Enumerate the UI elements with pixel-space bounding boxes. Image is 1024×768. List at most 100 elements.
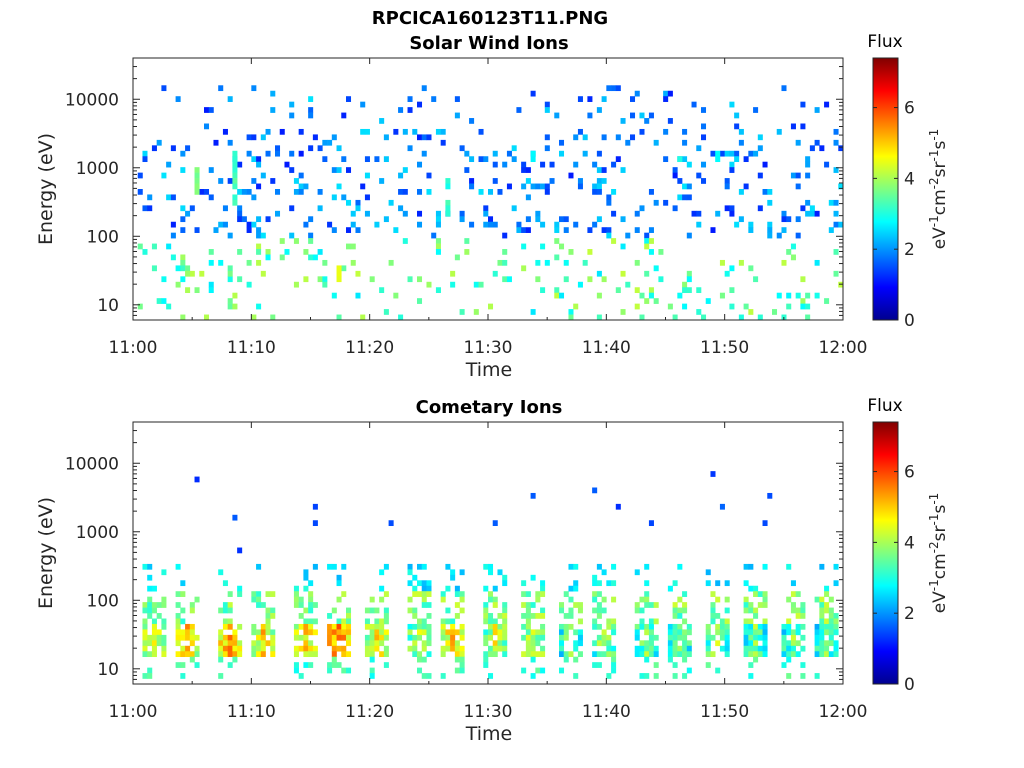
heatmap-cell <box>653 651 659 658</box>
heatmap-cell <box>180 645 186 652</box>
heatmap-cell <box>658 249 664 255</box>
heatmap-cell <box>696 309 702 315</box>
heatmap-cell <box>776 128 782 135</box>
heatmap-cell <box>592 161 598 168</box>
heatmap-cell <box>454 112 460 119</box>
heatmap-cell <box>762 602 768 608</box>
heatmap-cell <box>237 640 243 647</box>
heatmap-cell <box>369 276 375 283</box>
heatmap-cell <box>753 107 759 113</box>
heatmap-cell <box>530 645 536 652</box>
heatmap-cell <box>719 634 725 641</box>
heatmap-cell <box>573 640 579 647</box>
heatmap-cell <box>710 613 716 619</box>
heatmap-cell <box>544 101 550 108</box>
heatmap-cell <box>469 156 475 163</box>
heatmap-cell <box>189 629 195 636</box>
heatmap-cell <box>417 189 423 195</box>
heatmap-cell <box>521 580 527 587</box>
heatmap-cell <box>753 645 759 652</box>
heatmap-cell <box>194 167 200 173</box>
heatmap-cell <box>237 623 243 630</box>
heatmap-cell <box>573 134 579 141</box>
heatmap-cell <box>251 314 257 321</box>
heatmap-cell <box>421 618 427 625</box>
heatmap-cell <box>270 607 276 614</box>
heatmap-cell <box>256 634 262 641</box>
heatmap-cell <box>308 662 314 668</box>
heatmap-cell <box>790 645 796 652</box>
heatmap-cell <box>208 167 214 173</box>
heatmap-cell <box>738 128 744 135</box>
heatmap-cell <box>341 629 347 636</box>
heatmap-cell <box>341 623 347 630</box>
heatmap-cell <box>445 645 451 652</box>
heatmap-cell <box>227 634 233 641</box>
heatmap-cell <box>667 651 673 658</box>
heatmap-cell <box>237 547 243 554</box>
heatmap-cell <box>450 270 456 277</box>
heatmap-cell <box>492 602 498 608</box>
heatmap-cell <box>260 602 266 608</box>
heatmap-cell <box>757 629 763 636</box>
heatmap-cell <box>298 645 304 652</box>
heatmap-cell <box>644 640 650 647</box>
heatmap-cell <box>194 645 200 652</box>
heatmap-cell <box>497 645 503 652</box>
heatmap-cell <box>142 629 148 636</box>
heatmap-cell <box>454 640 460 647</box>
heatmap-cell <box>573 656 579 663</box>
heatmap-cell <box>270 613 276 619</box>
heatmap-cell <box>577 640 583 647</box>
heatmap-cell <box>459 645 465 652</box>
heatmap-cell <box>360 128 366 135</box>
heatmap-cell <box>445 563 451 570</box>
heatmap-cell <box>180 167 186 173</box>
heatmap-cell <box>208 194 214 201</box>
heatmap-cell <box>790 602 796 608</box>
heatmap-cell <box>237 585 243 592</box>
heatmap-cell <box>525 216 531 223</box>
heatmap-cell <box>762 591 768 597</box>
heatmap-cell <box>596 607 602 614</box>
heatmap-cell <box>492 520 498 527</box>
heatmap-cell <box>592 574 598 581</box>
heatmap-cell <box>488 673 494 679</box>
heatmap-cell <box>194 178 200 184</box>
heatmap-cell <box>701 161 707 168</box>
panel-2-heatmap <box>142 471 839 679</box>
heatmap-cell <box>483 629 489 636</box>
heatmap-cell <box>762 640 768 647</box>
heatmap-cell <box>308 112 314 119</box>
heatmap-cell <box>417 667 423 674</box>
heatmap-cell <box>161 569 167 576</box>
heatmap-cell <box>606 85 612 92</box>
heatmap-cell <box>379 651 385 658</box>
heatmap-cell <box>644 298 650 304</box>
heatmap-cell <box>161 645 167 652</box>
heatmap-cell <box>634 259 640 266</box>
heatmap-cell <box>592 623 598 630</box>
heatmap-cell <box>435 238 441 244</box>
heatmap-cell <box>407 107 413 113</box>
heatmap-cell <box>800 101 806 108</box>
heatmap-cell <box>800 662 806 668</box>
heatmap-cell <box>601 629 607 636</box>
heatmap-cell <box>540 221 546 228</box>
heatmap-cell <box>246 189 252 195</box>
heatmap-cell <box>137 243 143 250</box>
heatmap-cell <box>734 112 740 119</box>
heatmap-cell <box>445 640 451 647</box>
heatmap-cell <box>208 287 214 294</box>
heatmap-cell <box>757 205 763 212</box>
heatmap-cell <box>734 221 740 228</box>
heatmap-cell <box>634 90 640 97</box>
heatmap-cell <box>682 651 688 658</box>
heatmap-cell <box>767 189 773 195</box>
heatmap-cell <box>336 629 342 636</box>
heatmap-cell <box>568 172 574 179</box>
heatmap-cell <box>833 249 839 255</box>
heatmap-cell <box>355 270 361 277</box>
heatmap-cell <box>577 651 583 658</box>
heatmap-cell <box>222 623 228 630</box>
